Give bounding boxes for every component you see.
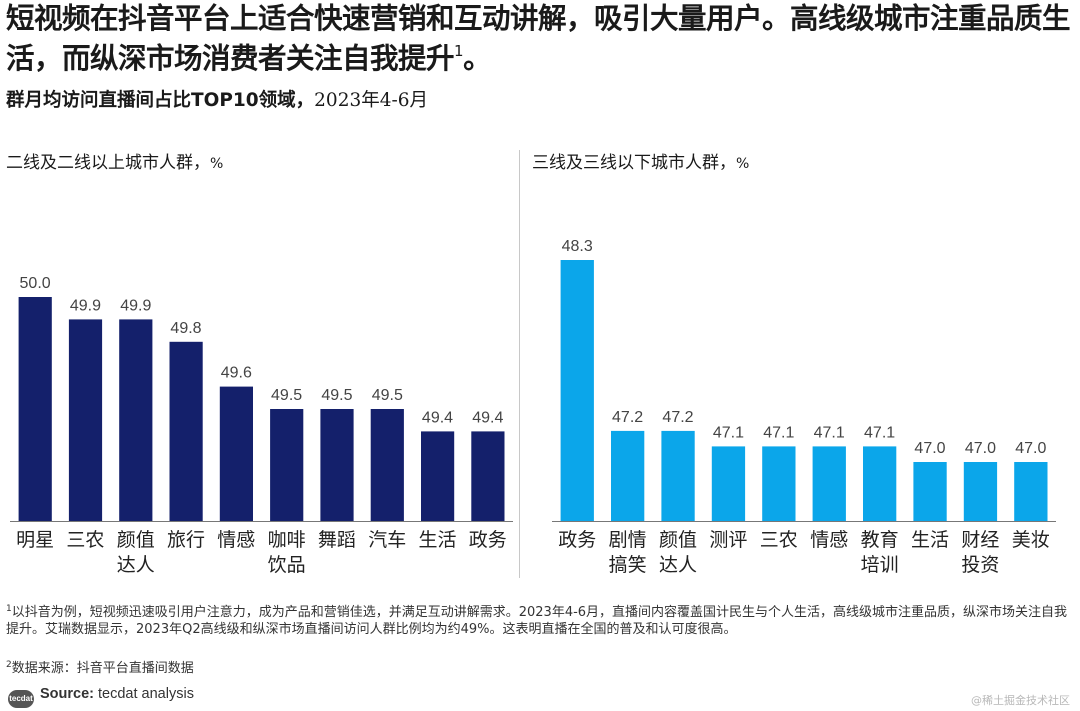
footnote-2-text: 数据来源：抖音平台直播间数据 xyxy=(11,661,194,676)
left-category-label-6: 咖啡 xyxy=(268,529,306,551)
left-bar-6 xyxy=(270,409,304,521)
right-bar-5 xyxy=(762,446,796,521)
headline-end: 。 xyxy=(463,42,492,75)
left-bar-10 xyxy=(471,431,505,521)
right-bar-3 xyxy=(661,430,695,521)
left-bar-9-value-label: 49.4 xyxy=(422,409,453,426)
left-bar-7-value-label: 49.5 xyxy=(321,387,352,404)
right-bar-1-value-label: 48.3 xyxy=(562,238,593,255)
headline-footnote-marker: 1 xyxy=(454,42,464,60)
right-bar-6 xyxy=(812,446,846,521)
right-category-label-7: 教育 xyxy=(861,529,899,551)
left-category-label-3-line2: 达人 xyxy=(117,554,155,576)
right-category-label-8: 生活 xyxy=(911,529,949,551)
left-category-label-7: 舞蹈 xyxy=(318,529,356,551)
footnote-1-text: 以抖音为例，短视频迅速吸引用户注意力，成为产品和营销佳选，并满足互动讲解需求。2… xyxy=(6,605,1068,637)
right-category-label-1: 政务 xyxy=(558,529,596,551)
subheading: 群月均访问直播间占比TOP10领域，2023年4-6月 xyxy=(6,88,428,114)
subheading-date: 2023年4-6月 xyxy=(314,90,429,111)
source-text: tecdat analysis xyxy=(94,686,194,702)
right-bar-10 xyxy=(1014,462,1048,521)
left-panel-title: 二线及二线以上城市人群，% xyxy=(6,148,223,173)
left-category-label-1: 明星 xyxy=(16,529,54,551)
left-category-label-2: 三农 xyxy=(66,529,104,551)
right-category-label-3: 颜值 xyxy=(659,529,697,551)
right-category-label-3-line2: 达人 xyxy=(659,554,697,576)
footnote-1: 1以抖音为例，短视频迅速吸引用户注意力，成为产品和营销佳选，并满足互动讲解需求。… xyxy=(6,601,1072,638)
right-bar-5-value-label: 47.1 xyxy=(763,424,794,441)
left-bar-2 xyxy=(68,319,103,521)
right-bar-1 xyxy=(560,260,594,521)
left-bar-8 xyxy=(370,409,404,521)
footnote-1-marker: 1 xyxy=(6,604,12,614)
right-panel-title-text: 三线及三线以下城市人群， xyxy=(532,153,736,173)
right-category-label-6: 情感 xyxy=(810,529,848,551)
headline: 短视频在抖音平台上适合快速营销和互动讲解，吸引大量用户。高线级城市注重品质生活，… xyxy=(6,2,1076,75)
headline-text: 短视频在抖音平台上适合快速营销和互动讲解，吸引大量用户。高线级城市注重品质生活，… xyxy=(6,2,1071,75)
tecdat-logo: tecdat xyxy=(8,690,34,708)
right-bar-7-value-label: 47.1 xyxy=(864,424,895,441)
left-bar-5 xyxy=(219,386,253,521)
watermark: @稀土掘金技术社区 xyxy=(971,694,1070,707)
panel-divider xyxy=(519,150,520,578)
left-category-label-10: 政务 xyxy=(469,529,507,551)
left-bar-8-value-label: 49.5 xyxy=(372,387,403,404)
right-bar-6-value-label: 47.1 xyxy=(814,424,845,441)
right-panel-title: 三线及三线以下城市人群，% xyxy=(532,148,749,173)
right-category-label-2: 剧情 xyxy=(609,529,647,551)
right-bar-9-value-label: 47.0 xyxy=(965,440,996,457)
left-bar-7 xyxy=(320,409,354,521)
left-bar-9 xyxy=(421,431,455,521)
right-bar-3-value-label: 47.2 xyxy=(662,409,693,426)
left-panel-title-text: 二线及二线以上城市人群， xyxy=(6,153,210,173)
source-line: tecdat Source: tecdat analysis xyxy=(8,686,194,708)
right-category-label-7-line2: 培训 xyxy=(861,554,899,576)
right-bar-9 xyxy=(963,462,998,521)
footnote-2: 2数据来源：抖音平台直播间数据 xyxy=(6,657,1072,677)
left-bar-1 xyxy=(18,297,52,521)
footnote-2-marker: 2 xyxy=(6,660,12,670)
left-bar-4-value-label: 49.8 xyxy=(170,320,201,337)
right-category-label-9: 财经 xyxy=(961,529,999,551)
right-bar-10-value-label: 47.0 xyxy=(1015,440,1046,457)
left-category-label-8: 汽车 xyxy=(368,529,406,551)
right-bar-4-value-label: 47.1 xyxy=(713,424,744,441)
left-bar-10-value-label: 49.4 xyxy=(472,409,503,426)
left-category-label-3: 颜值 xyxy=(117,529,155,551)
left-category-label-4: 旅行 xyxy=(167,529,205,551)
left-category-label-5: 情感 xyxy=(217,529,255,551)
left-category-label-9: 生活 xyxy=(418,529,456,551)
right-category-label-5: 三农 xyxy=(760,529,798,551)
right-category-label-10: 美妆 xyxy=(1012,529,1050,551)
left-bar-3-value-label: 49.9 xyxy=(120,297,151,314)
right-panel-unit: % xyxy=(736,156,750,172)
right-category-label-2-line2: 搞笑 xyxy=(609,554,647,576)
right-bar-4 xyxy=(711,446,746,521)
right-bar-8-value-label: 47.0 xyxy=(914,440,945,457)
subheading-bold: 群月均访问直播间占比TOP10领域， xyxy=(6,90,315,111)
left-category-label-6-line2: 饮品 xyxy=(268,554,306,576)
left-bar-2-value-label: 49.9 xyxy=(70,297,101,314)
right-bar-2-value-label: 47.2 xyxy=(612,409,643,426)
source-label: Source: xyxy=(40,686,94,702)
left-bar-1-value-label: 50.0 xyxy=(20,275,51,292)
right-bar-2 xyxy=(611,430,645,521)
left-bar-6-value-label: 49.5 xyxy=(271,387,302,404)
left-bar-3 xyxy=(119,319,153,521)
left-bar-4 xyxy=(169,341,203,521)
left-bar-5-value-label: 49.6 xyxy=(221,365,252,382)
right-bar-7 xyxy=(863,446,897,521)
right-category-label-4: 测评 xyxy=(709,529,747,551)
right-bar-8 xyxy=(913,462,947,521)
right-category-label-9-line2: 投资 xyxy=(961,554,999,576)
left-panel-unit: % xyxy=(210,156,224,172)
